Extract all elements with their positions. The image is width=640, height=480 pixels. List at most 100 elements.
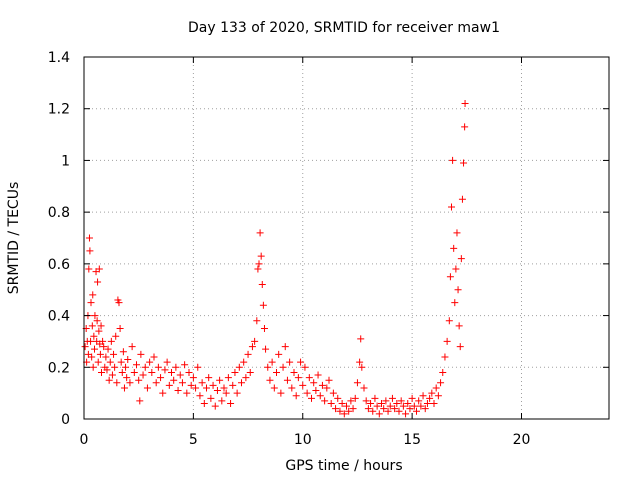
data-point: [122, 363, 130, 371]
data-point: [410, 402, 418, 410]
data-point: [264, 363, 272, 371]
data-point: [172, 363, 180, 371]
data-point: [139, 371, 147, 379]
data-point: [91, 312, 99, 320]
data-point: [371, 394, 379, 402]
data-point: [439, 368, 447, 376]
data-point: [97, 322, 105, 330]
data-point: [207, 394, 215, 402]
data-point: [220, 384, 228, 392]
data-point: [128, 343, 136, 351]
y-tick-label: 0: [61, 412, 70, 428]
data-point: [445, 317, 453, 325]
data-point: [404, 399, 412, 407]
data-point: [373, 402, 381, 410]
data-point: [332, 405, 340, 413]
data-point: [364, 405, 372, 413]
data-point: [413, 407, 420, 415]
data-point: [98, 368, 105, 376]
x-tick-label: 15: [403, 432, 421, 448]
data-point: [406, 405, 414, 413]
data-point: [450, 244, 458, 252]
data-point: [100, 343, 108, 351]
data-point: [159, 389, 167, 397]
data-point: [178, 379, 186, 387]
data-point: [148, 368, 156, 376]
axis-ticks: 0 5 10 15 20 0 0.2 0.4 0.6 0.8 1 1.2 1.4: [48, 50, 609, 448]
y-tick-label: 0.8: [48, 205, 70, 221]
data-point: [428, 389, 436, 397]
data-point: [150, 353, 158, 361]
data-point: [283, 376, 291, 384]
data-point: [336, 407, 344, 415]
data-point: [118, 368, 126, 376]
data-point: [126, 379, 134, 387]
data-point: [89, 291, 97, 299]
data-point: [111, 363, 119, 371]
data-point: [136, 397, 144, 405]
data-point: [343, 402, 350, 410]
data-point: [310, 379, 318, 387]
data-point: [460, 159, 468, 167]
data-point: [93, 317, 101, 325]
data-point: [231, 368, 239, 376]
data-point: [260, 325, 268, 332]
data-point: [290, 368, 298, 376]
data-point: [174, 387, 182, 395]
data-point: [399, 402, 407, 410]
data-point: [308, 394, 315, 402]
data-point: [146, 358, 154, 366]
data-point: [108, 371, 116, 379]
data-point: [297, 358, 305, 366]
data-point: [135, 376, 143, 384]
data-point: [192, 384, 200, 392]
data-point: [262, 345, 270, 353]
data-points: [81, 100, 469, 418]
data-point: [224, 374, 232, 382]
data-point: [360, 384, 368, 392]
data-point: [448, 203, 455, 211]
x-tick-label: 10: [294, 432, 312, 448]
data-point: [87, 337, 95, 345]
data-point: [434, 392, 442, 400]
data-point: [356, 358, 364, 366]
data-point: [242, 374, 250, 382]
data-point: [211, 402, 219, 410]
data-point: [417, 402, 425, 410]
data-point: [96, 350, 104, 358]
data-point: [451, 299, 459, 307]
data-point: [86, 247, 94, 255]
data-point: [294, 374, 302, 382]
data-point: [353, 379, 361, 387]
data-point: [327, 399, 335, 407]
data-point: [391, 405, 399, 413]
data-point: [415, 397, 423, 405]
data-point: [218, 397, 226, 405]
data-point: [181, 361, 189, 369]
data-point: [102, 353, 110, 361]
data-point: [456, 343, 464, 351]
data-point: [213, 387, 221, 395]
data-point: [455, 322, 463, 330]
data-point: [183, 389, 191, 397]
data-point: [90, 332, 98, 340]
data-point: [116, 325, 124, 332]
data-point: [286, 358, 294, 366]
data-point: [357, 335, 365, 343]
data-point: [303, 389, 311, 397]
data-point: [120, 384, 128, 392]
data-point: [168, 368, 175, 376]
data-point: [384, 407, 392, 415]
data-point: [301, 363, 309, 371]
data-point: [99, 337, 107, 345]
data-point: [314, 371, 322, 379]
data-point: [238, 379, 245, 387]
data-point: [258, 281, 266, 289]
data-point: [233, 389, 241, 397]
data-point: [112, 332, 120, 340]
data-point: [334, 394, 342, 402]
data-point: [345, 407, 353, 415]
data-point: [209, 381, 217, 389]
data-point: [194, 363, 202, 371]
